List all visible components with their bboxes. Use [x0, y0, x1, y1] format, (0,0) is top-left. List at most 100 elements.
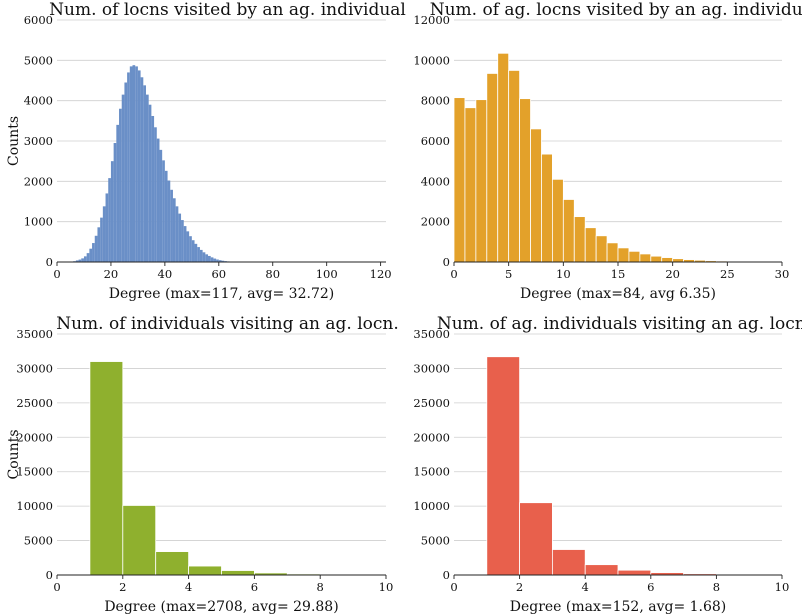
x-tick-label: 30	[775, 267, 790, 281]
histogram-bar	[83, 256, 87, 262]
histogram-bar	[110, 161, 114, 262]
chart-title: Num. of individuals visiting an ag. locn…	[56, 314, 399, 334]
y-tick-label: 30000	[16, 361, 53, 375]
histogram-bar	[519, 98, 531, 263]
histogram-bar	[140, 77, 144, 262]
chart-title: Num. of ag. locns visited by an ag. indi…	[430, 0, 802, 20]
histogram-bar	[155, 551, 189, 576]
histogram-bar	[100, 217, 103, 262]
x-tick-label: 2	[516, 580, 523, 594]
histogram-bar	[552, 549, 586, 576]
histogram-bar	[508, 70, 520, 263]
histogram-bar	[189, 236, 192, 262]
y-tick-label: 0	[46, 568, 53, 582]
histogram-bar	[606, 242, 619, 263]
histogram-bar	[148, 104, 152, 262]
histogram-bar	[132, 65, 136, 262]
chart-panel: 0 2000 4000 6000 8000 10000 12000 0 5 10 15 20 25 30 N…	[413, 0, 802, 302]
histogram-bar	[94, 235, 98, 262]
histogram-bar	[202, 252, 206, 262]
x-tick-label: 120	[370, 267, 392, 281]
histogram-bar	[186, 231, 190, 262]
x-tick-label: 4	[185, 580, 192, 594]
y-tick-label: 20000	[413, 430, 450, 444]
x-tick-label: 4	[582, 580, 589, 594]
chart-panel: 0 1000 2000 3000 4000 5000 6000 0 20 40 60 80 100 120…	[6, 0, 406, 302]
x-tick-label: 0	[53, 580, 60, 594]
x-tick-label: 2	[119, 580, 126, 594]
chart-title: Num. of locns visited by an ag. individu…	[49, 0, 406, 20]
y-tick-label: 10000	[413, 53, 450, 67]
histogram-bar	[552, 178, 564, 263]
x-tick-label: 8	[317, 580, 324, 594]
x-tick-label: 80	[265, 267, 280, 281]
x-tick-label: 20	[104, 267, 119, 281]
histogram-bar	[197, 247, 200, 262]
y-tick-label: 2000	[421, 215, 450, 229]
histogram-bar	[530, 128, 542, 263]
histogram-bar	[650, 255, 663, 263]
histogram-bar	[145, 94, 149, 262]
y-tick-label: 4000	[24, 94, 53, 108]
histogram-bar	[221, 260, 225, 262]
y-axis-label: Counts	[6, 430, 22, 480]
histogram-bar	[86, 253, 90, 262]
histogram-bar	[584, 564, 619, 576]
y-tick-label: 5000	[24, 534, 53, 548]
histogram-bar	[75, 260, 79, 262]
histogram-bar	[113, 143, 117, 262]
histogram-bar	[116, 124, 120, 262]
histogram-bar	[464, 107, 477, 263]
x-tick-label: 60	[211, 267, 226, 281]
histogram-bar	[199, 249, 203, 262]
y-tick-label: 4000	[421, 174, 450, 188]
x-tick-label: 6	[251, 580, 258, 594]
chart-panel: 0 5000 10000 15000 20000 25000 30000 35000 0 2 4 6 8…	[6, 314, 399, 615]
y-tick-label: 35000	[413, 327, 450, 341]
histogram-bar	[129, 66, 133, 262]
y-tick-label: 25000	[16, 396, 53, 410]
x-tick-label: 20	[665, 267, 680, 281]
histogram-bar	[122, 505, 157, 576]
histogram-bar	[453, 97, 466, 263]
histogram-bar	[573, 216, 586, 263]
x-axis-label: Degree (max=152, avg= 1.68)	[510, 599, 727, 615]
y-tick-label: 10000	[413, 499, 450, 513]
x-axis-label: Degree (max=84, avg 6.35)	[520, 286, 716, 302]
y-tick-label: 3000	[24, 134, 53, 148]
histogram-bar	[137, 70, 141, 263]
histogram-bar	[519, 502, 553, 576]
histogram-bar	[167, 180, 171, 262]
histogram-bar	[486, 73, 499, 263]
y-tick-label: 12000	[413, 13, 450, 27]
histogram-bar	[89, 248, 93, 262]
histogram-bar	[541, 153, 553, 263]
histogram-bar	[475, 99, 488, 263]
histogram-bar	[216, 259, 219, 262]
y-tick-label: 2000	[24, 174, 53, 188]
histogram-bar	[210, 257, 214, 262]
x-tick-label: 40	[158, 267, 173, 281]
y-tick-label: 15000	[16, 465, 53, 479]
histogram-bar	[628, 250, 641, 263]
histogram-bar	[156, 138, 160, 262]
histogram-bar	[121, 94, 125, 262]
x-tick-label: 10	[556, 267, 571, 281]
y-tick-label: 30000	[413, 361, 450, 375]
y-tick-label: 0	[443, 568, 450, 582]
histogram-bar	[562, 199, 575, 263]
y-tick-label: 1000	[24, 215, 53, 229]
y-tick-label: 5000	[421, 534, 450, 548]
histogram-bar	[205, 254, 209, 262]
histogram-bar	[108, 178, 111, 262]
histogram-bar	[213, 258, 217, 262]
y-tick-label: 0	[443, 255, 450, 269]
y-tick-label: 0	[46, 255, 53, 269]
histogram-bar	[78, 259, 82, 262]
y-tick-label: 10000	[16, 499, 53, 513]
histogram-bar	[81, 258, 84, 262]
x-axis-label: Degree (max=2708, avg= 29.88)	[104, 599, 338, 615]
chart-panel: 0 5000 10000 15000 20000 25000 30000 35000 0 2 4 6 8…	[413, 314, 802, 615]
histogram-bar	[191, 240, 195, 262]
histogram-bar	[194, 243, 198, 262]
